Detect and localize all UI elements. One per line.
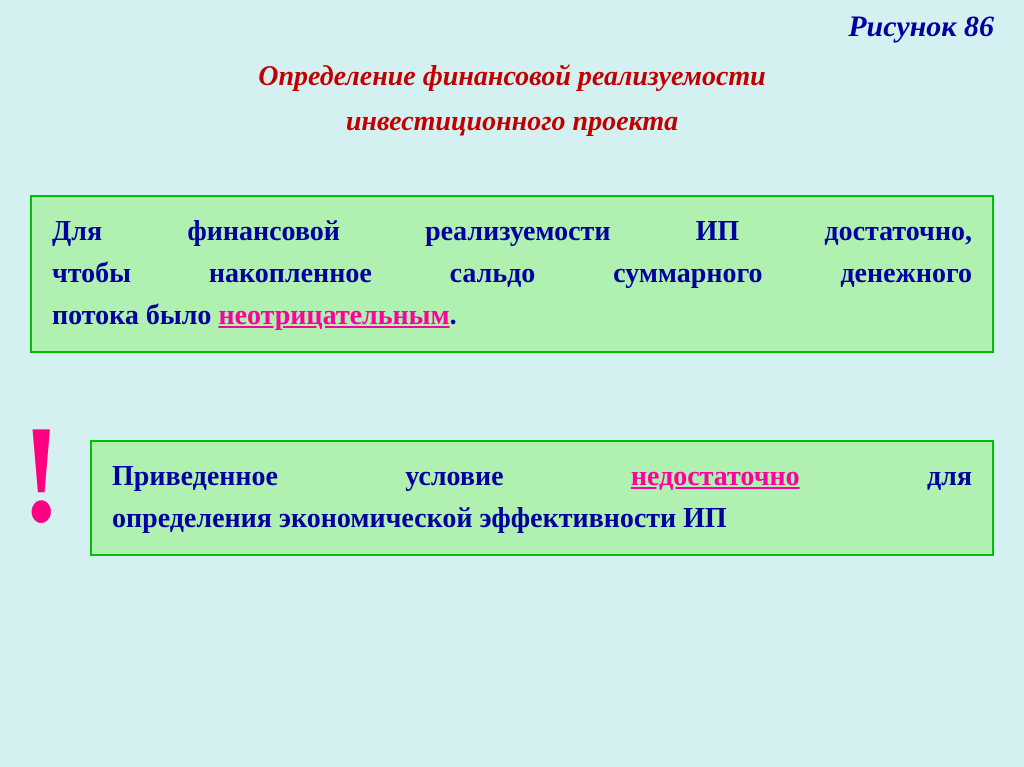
definition-box: Для финансовой реализуемости ИП достаточ… <box>30 195 994 353</box>
box1-line1: Для финансовой реализуемости ИП достаточ… <box>52 211 972 253</box>
slide-title: Определение финансовой реализуемости инв… <box>0 55 1024 145</box>
emphasis-nonnegative: неотрицательным <box>218 300 449 331</box>
box2-line2: определения экономической эффективности … <box>112 498 972 540</box>
box1-line3: потока было неотрицательным. <box>52 295 972 337</box>
emphasis-insufficient: недостаточно <box>631 456 800 498</box>
box2-line1: Приведенное условие недостаточно для <box>112 456 972 498</box>
box1-line2: чтобы накопленное сальдо суммарного дене… <box>52 253 972 295</box>
figure-label: Рисунок 86 <box>848 10 994 44</box>
exclamation-icon: ! <box>21 405 61 545</box>
title-line-1: Определение финансовой реализуемости <box>0 55 1024 100</box>
title-line-2: инвестиционного проекта <box>0 100 1024 145</box>
warning-box: Приведенное условие недостаточно для опр… <box>90 440 994 556</box>
